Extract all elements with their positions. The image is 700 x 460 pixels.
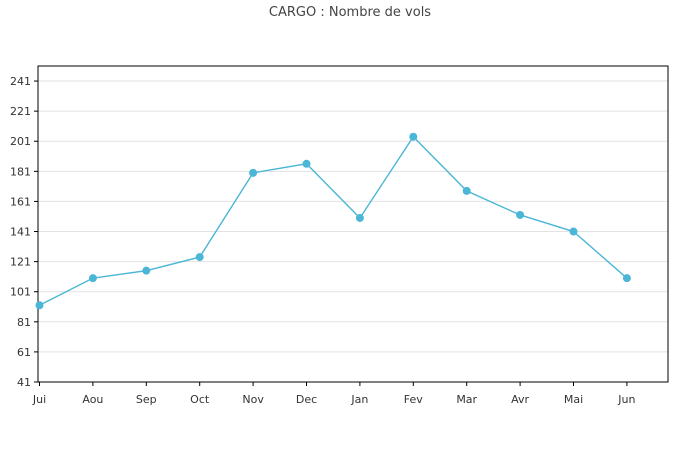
- y-tick-label: 221: [10, 105, 31, 118]
- data-point: [88, 274, 97, 283]
- y-tick-label: 201: [10, 135, 31, 148]
- data-point: [142, 266, 151, 275]
- y-tick-label: 81: [17, 316, 31, 329]
- x-tick-label: Nov: [242, 393, 264, 406]
- y-axis: 41 61 81 101 121 141 161 181 201 221 241: [10, 75, 38, 389]
- data-point: [35, 301, 44, 310]
- x-tick-label: Aou: [82, 393, 103, 406]
- data-point: [622, 274, 631, 283]
- y-tick-label: 161: [10, 195, 31, 208]
- series-line: [39, 135, 628, 306]
- data-point: [195, 253, 204, 262]
- y-tick-label: 101: [10, 286, 31, 299]
- x-axis: Jui Aou Sep Oct Nov Dec Jan Fev Mar Avr Mai Jun: [32, 382, 636, 406]
- y-tick-label: 41: [17, 376, 31, 389]
- y-tick-label: 121: [10, 256, 31, 269]
- x-tick-label: Mar: [456, 393, 477, 406]
- chart-title: CARGO : Nombre de vols: [268, 5, 432, 20]
- y-tick-label: 141: [10, 226, 31, 239]
- grid-lines: [38, 80, 668, 353]
- data-point: [516, 210, 525, 219]
- data-point: [302, 159, 311, 168]
- x-tick-label: Jun: [617, 393, 635, 406]
- x-tick-label: Sep: [136, 393, 157, 406]
- x-tick-label: Oct: [190, 393, 210, 406]
- y-tick-label: 61: [17, 346, 31, 359]
- x-tick-label: Fev: [404, 393, 423, 406]
- y-tick-label: 181: [10, 165, 31, 178]
- x-tick-label: Mai: [564, 393, 583, 406]
- plot-frame: [37, 65, 669, 383]
- data-point: [409, 132, 418, 141]
- series-layer: [35, 132, 631, 310]
- y-tick-label: 241: [10, 75, 31, 88]
- x-tick-label: Avr: [511, 393, 529, 406]
- data-point: [569, 227, 578, 236]
- x-tick-label: Jan: [350, 393, 368, 406]
- data-point: [355, 213, 364, 222]
- x-tick-label: Dec: [296, 393, 317, 406]
- x-tick-label: Jui: [32, 393, 46, 406]
- data-point: [249, 168, 258, 177]
- data-point: [462, 186, 471, 195]
